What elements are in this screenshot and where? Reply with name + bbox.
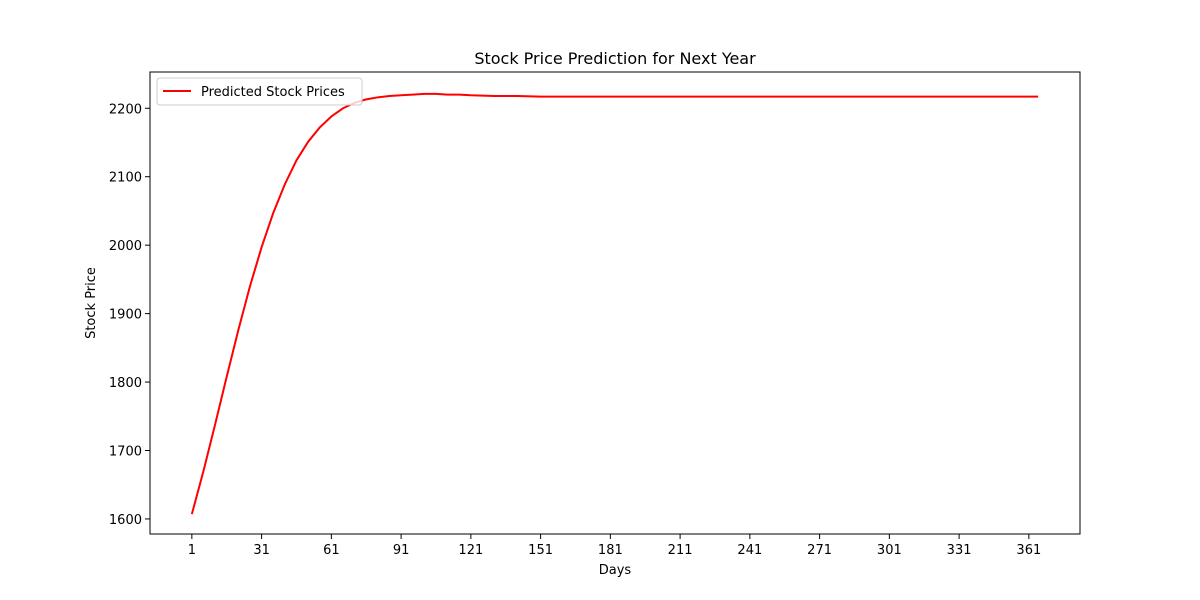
y-tick-label: 1900 [109, 308, 142, 323]
x-axis-ticks: 1 31 61 91 121 151 181 211 241 271 301 331 361 [188, 534, 1041, 558]
y-tick-label: 1800 [109, 376, 142, 391]
x-tick-label: 301 [877, 543, 902, 558]
plot-area-frame [149, 71, 1081, 535]
y-tick-label: 2100 [109, 171, 142, 186]
y-axis-label: Stock Price [84, 267, 99, 339]
x-tick-label: 91 [393, 543, 410, 558]
legend-label-predicted-stock-prices: Predicted Stock Prices [201, 85, 345, 100]
chart-title: Stock Price Prediction for Next Year [474, 49, 756, 68]
x-tick-label: 181 [598, 543, 623, 558]
y-tick-label: 2200 [109, 102, 142, 117]
x-tick-label: 121 [458, 543, 483, 558]
x-tick-label: 331 [947, 543, 972, 558]
y-tick-label: 1600 [109, 513, 142, 528]
y-axis-ticks: 1600 1700 1800 1900 2000 2100 2200 [109, 102, 150, 528]
x-tick-label: 271 [807, 543, 832, 558]
legend-box [156, 77, 363, 106]
x-tick-label: 211 [668, 543, 693, 558]
series-layer [190, 92, 1039, 515]
x-tick-label: 1 [188, 543, 196, 558]
y-tick-label: 1700 [109, 444, 142, 459]
y-tick-label: 2000 [109, 239, 142, 254]
x-tick-label: 61 [323, 543, 340, 558]
x-tick-label: 31 [253, 543, 270, 558]
x-tick-label: 361 [1016, 543, 1041, 558]
x-axis-label: Days [599, 563, 632, 578]
x-tick-label: 151 [528, 543, 553, 558]
x-tick-label: 241 [737, 543, 762, 558]
series-line-0 [190, 92, 1039, 515]
legend: Predicted Stock Prices [156, 77, 363, 106]
